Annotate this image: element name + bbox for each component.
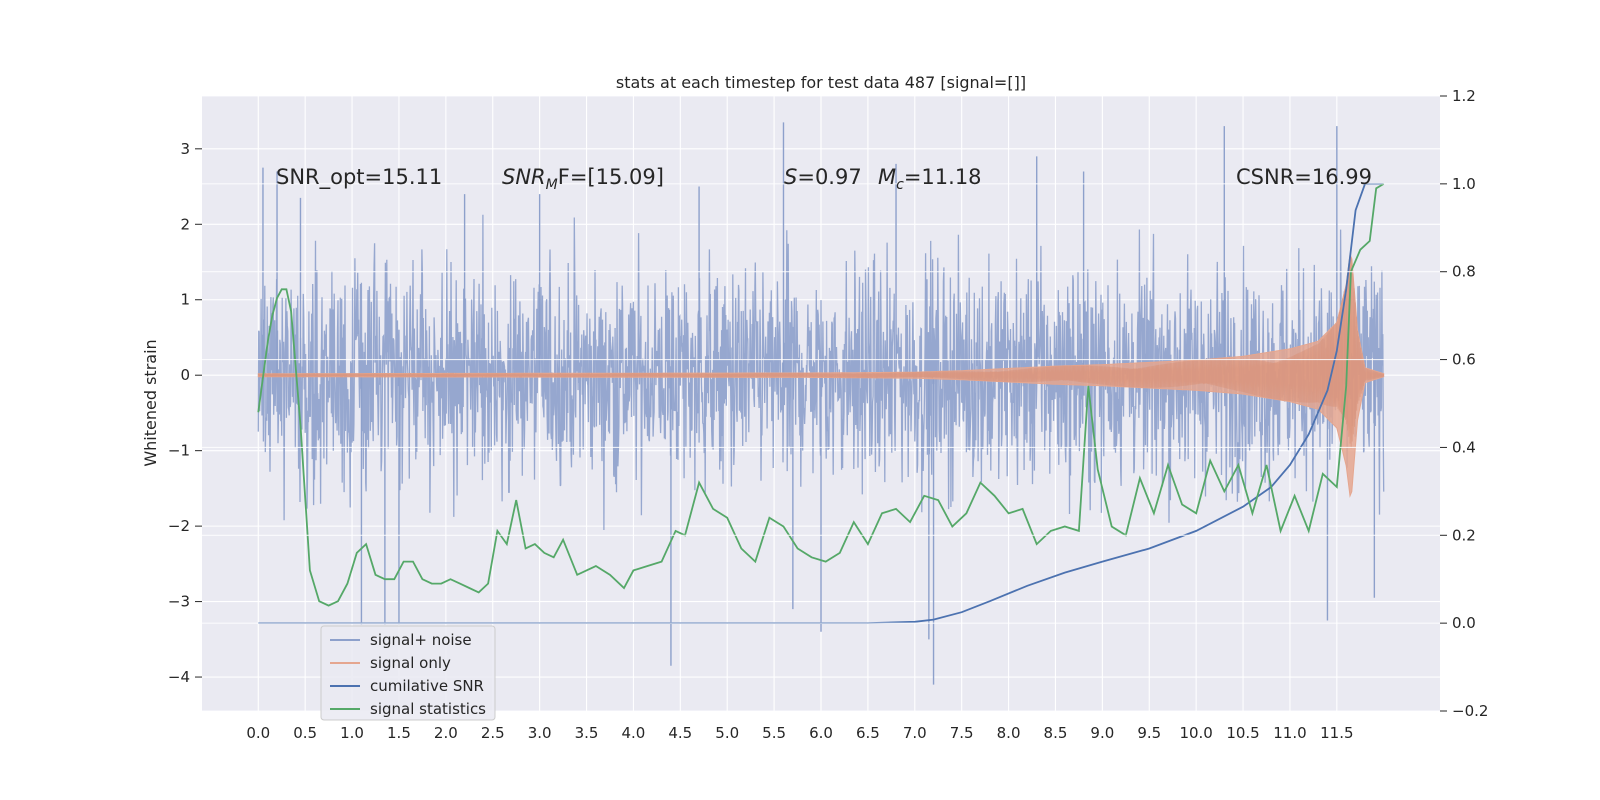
annotation-s-main: S [784,165,797,189]
y-axis-label: Whitened strain [141,339,160,466]
y-left-tick-label: −2 [168,517,190,535]
x-tick-label: 8.5 [1044,724,1068,742]
y-right-tick-label: 0.8 [1452,263,1476,281]
x-tick-label: 4.0 [621,724,645,742]
series-layer [202,96,1440,711]
x-tick-label: 0.5 [293,724,317,742]
legend-label: signal+ noise [370,631,472,649]
x-tick-label: 3.0 [528,724,552,742]
x-tick-label: 9.5 [1137,724,1161,742]
x-tick-label: 4.5 [668,724,692,742]
legend-label: signal only [370,654,451,672]
x-tick-label: 11.0 [1273,724,1306,742]
y-right-tick-label: 1.2 [1452,87,1476,105]
y-left-tick-label: 3 [180,140,190,158]
y-right-axis-ticks: −0.2 0.0 0.2 0.4 0.6 0.8 1.0 1.2 [1440,87,1488,720]
y-right-tick-label: 0.4 [1452,438,1476,456]
x-tick-label: 1.0 [340,724,364,742]
chart-title: stats at each timestep for test data 487… [616,73,1026,92]
series-signal-plus-noise-line [257,214,1385,531]
y-left-tick-label: 1 [180,291,190,309]
y-left-axis-ticks: −4 −3 −2 −1 0 1 2 3 [168,140,202,686]
annotation-snr-mf-sub: M [546,177,558,193]
legend-label: cumilative SNR [370,677,484,695]
x-tick-label: 7.0 [903,724,927,742]
y-left-tick-label: 0 [180,366,190,384]
x-tick-label: 8.0 [997,724,1021,742]
x-tick-label: 1.5 [387,724,411,742]
series-signal-only-line [257,248,1385,449]
x-tick-label: 0.0 [246,724,270,742]
series-signal-statistics-line [257,183,1385,607]
x-tick-label: 10.5 [1226,724,1259,742]
y-right-tick-label: 0.0 [1452,614,1476,632]
annotation-snr-mf: SNRMF=[15.09] [502,165,664,193]
x-tick-label: 11.5 [1320,724,1353,742]
x-axis-ticks: 0.0 0.5 1.0 1.5 2.0 2.5 3.0 3.5 4.0 4.5 5.0 5.5 6.0 6… [246,724,1353,742]
x-tick-label: 9.0 [1090,724,1114,742]
annotation-snr-opt: SNR_opt=15.11 [276,165,442,190]
y-right-tick-label: −0.2 [1452,702,1488,720]
legend-box [320,625,496,721]
legend-label: signal statistics [370,700,486,718]
x-tick-label: 6.5 [856,724,880,742]
series-cumulative-snr-line [258,183,1384,624]
annotation-snr-mf-main: SNR [502,165,546,189]
annotation-snr-mf-rest: F=[15.09] [558,165,664,189]
y-right-tick-label: 0.2 [1452,526,1476,544]
annotation-mc-rest: =11.18 [904,165,982,189]
y-left-tick-label: −4 [168,668,190,686]
x-tick-label: 5.0 [715,724,739,742]
x-tick-label: 10.0 [1179,724,1212,742]
annotation-mc-sub: c [896,177,904,193]
y-left-tick-label: −1 [168,442,190,460]
annotation-s: S=0.97 [784,165,862,189]
y-right-tick-label: 0.6 [1452,351,1476,369]
annotation-csnr: CSNR=16.99 [1236,165,1372,189]
annotation-s-rest: =0.97 [797,165,861,189]
x-tick-label: 7.5 [950,724,974,742]
annotations: SNR_opt=15.11 SNRMF=[15.09] S=0.97 Mc=11… [276,165,1372,193]
x-tick-label: 2.5 [481,724,505,742]
x-tick-label: 3.5 [575,724,599,742]
x-tick-label: 5.5 [762,724,786,742]
legend: signal+ noise signal only cumilative SNR si… [320,625,496,721]
annotation-mc: Mc=11.18 [878,165,982,193]
y-right-tick-label: 1.0 [1452,175,1476,193]
y-left-tick-label: 2 [180,215,190,233]
y-left-tick-label: −3 [168,593,190,611]
annotation-mc-main: M [878,165,896,189]
x-tick-label: 2.0 [434,724,458,742]
x-tick-label: 6.0 [809,724,833,742]
